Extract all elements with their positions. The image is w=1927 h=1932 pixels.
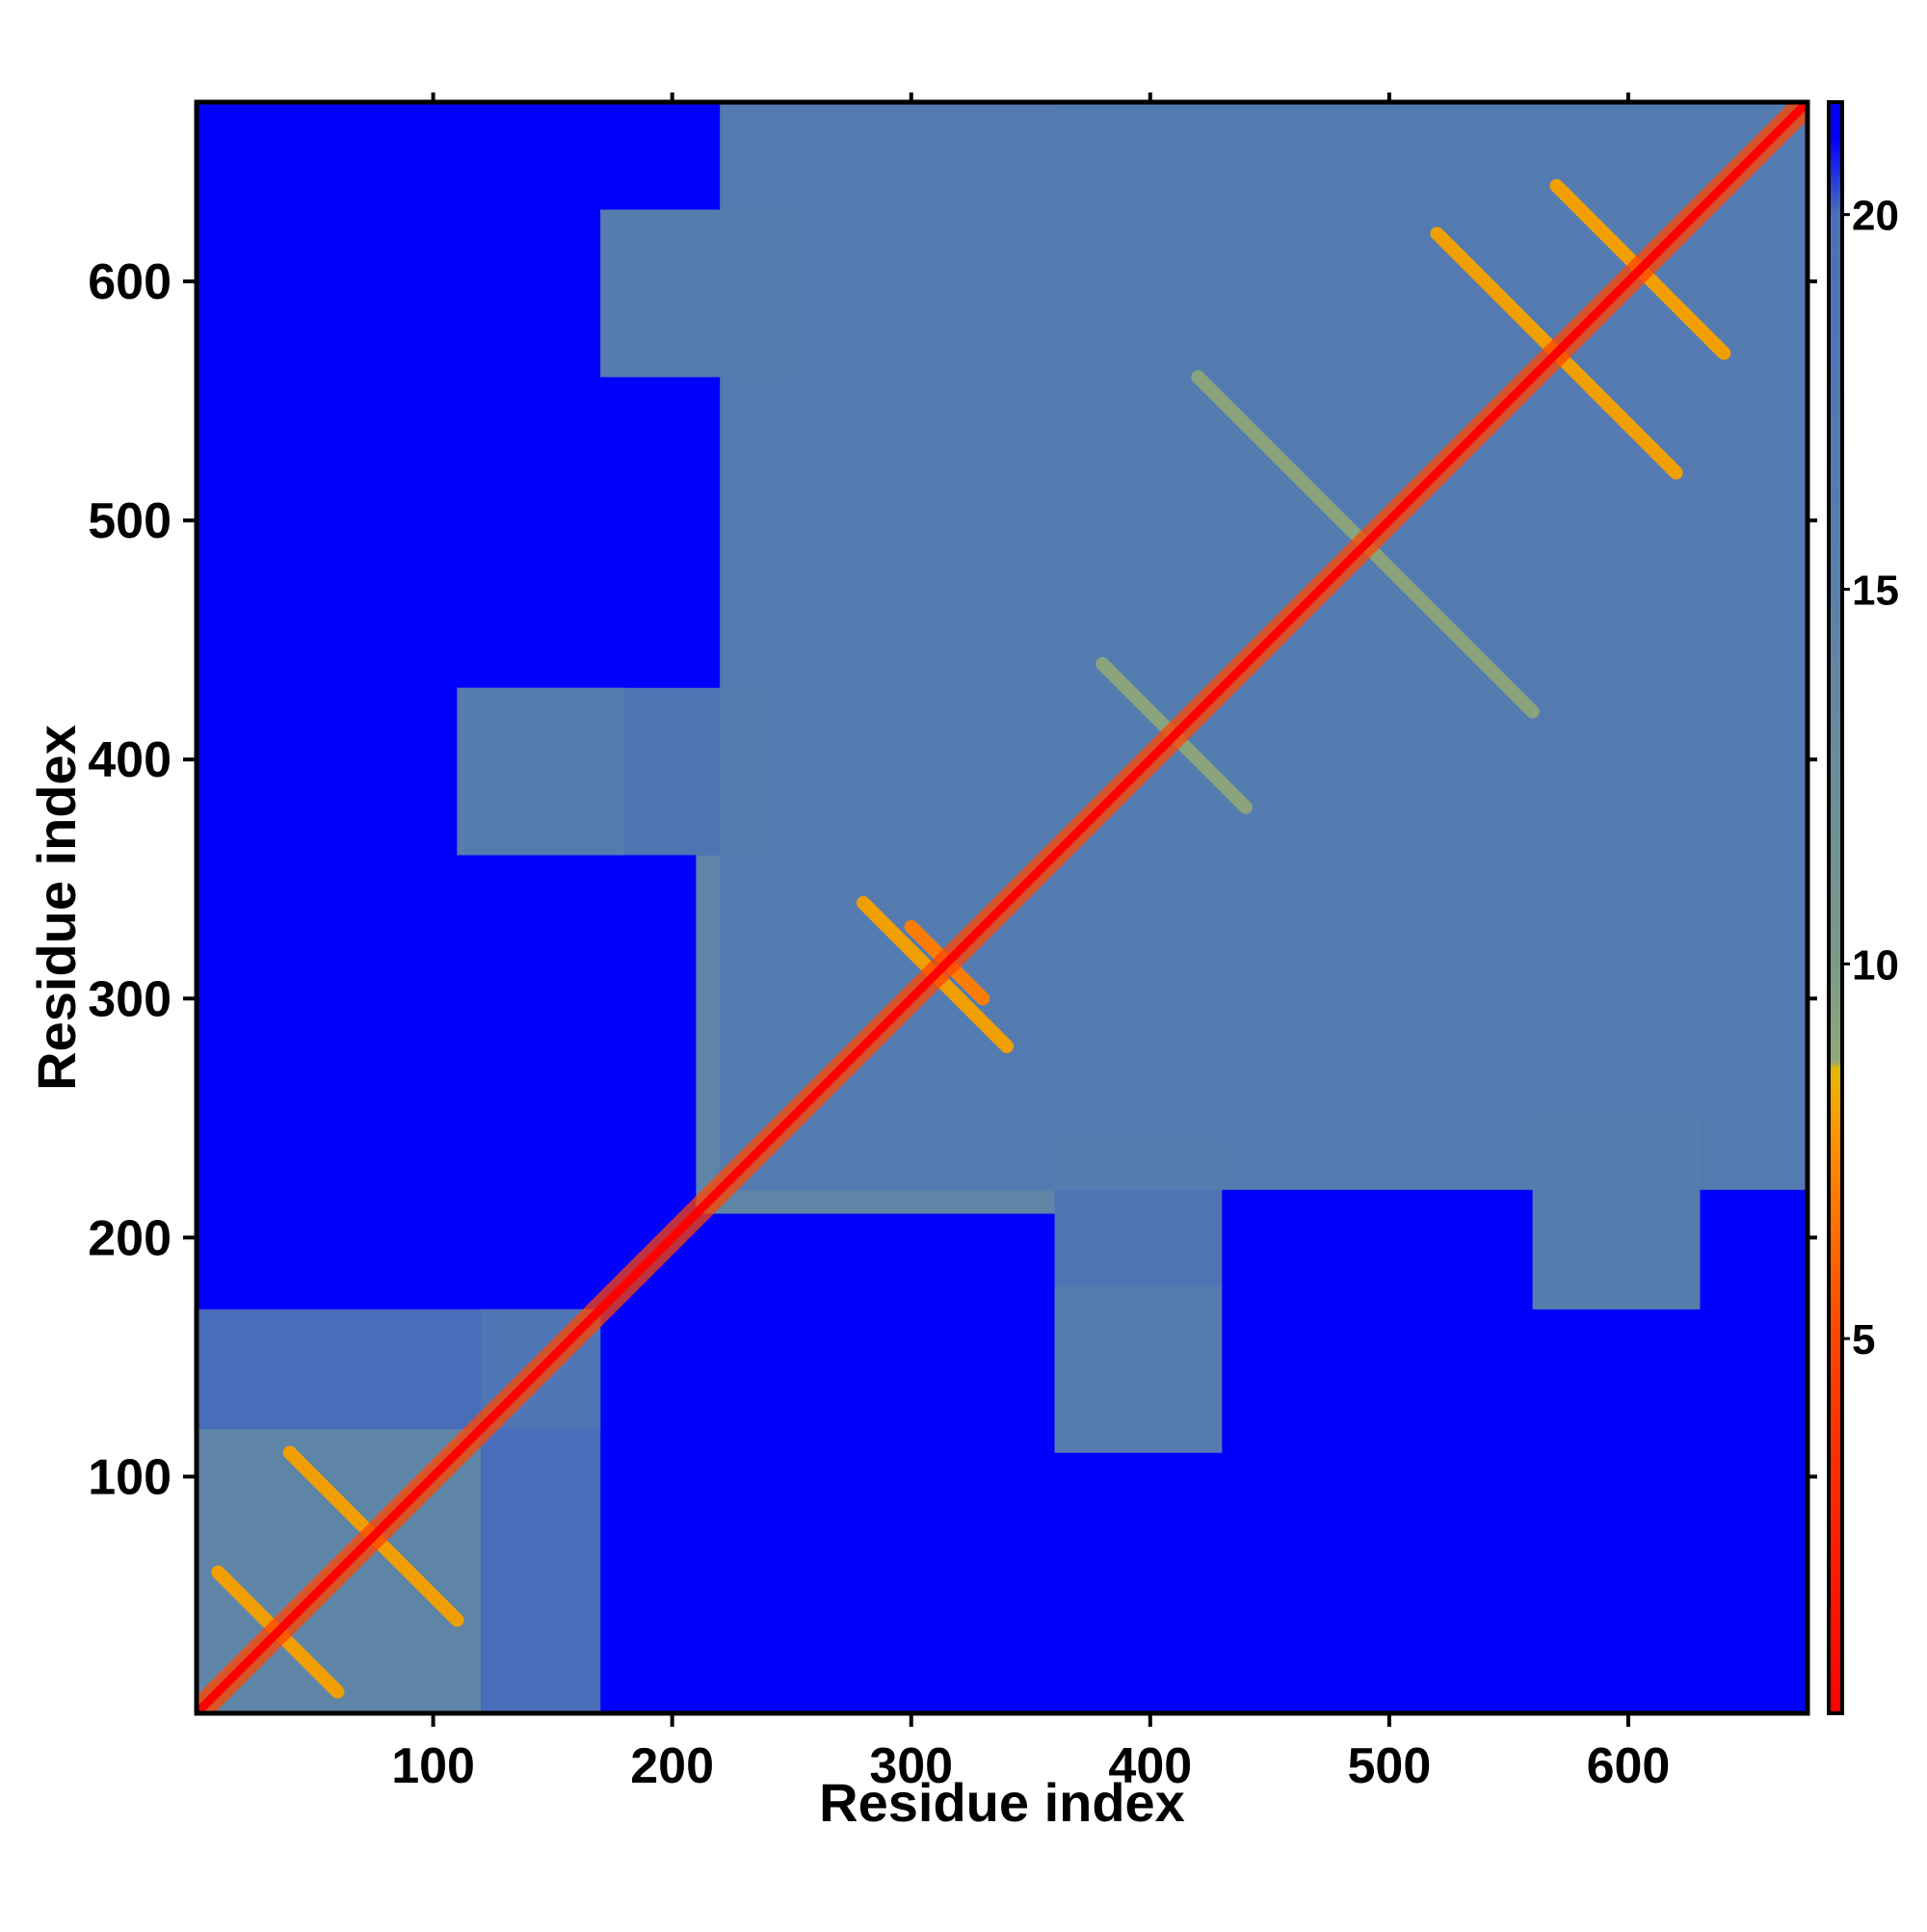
x-axis-title: Residue index	[819, 1772, 1185, 1833]
heatmap-region-cell	[1532, 1118, 1701, 1310]
colorbar-tick-label: 10	[1852, 941, 1899, 989]
y-axis-title: Residue index	[26, 725, 87, 1091]
colorbar-tick-label: 20	[1852, 193, 1899, 240]
colorbar: 5 10 15 20	[1827, 100, 1899, 1715]
heatmap-region-cell	[1054, 1284, 1223, 1453]
x-tick-label: 300	[869, 1738, 953, 1794]
x-tick-label: 200	[630, 1738, 714, 1794]
x-tick-label: 400	[1108, 1738, 1192, 1794]
colorbar-tick-label: 5	[1852, 1316, 1875, 1363]
y-axis: 100 200 300 400 500 600	[88, 254, 1817, 1505]
y-tick-label: 400	[88, 732, 172, 788]
y-tick-label: 500	[88, 493, 172, 549]
y-tick-label: 600	[88, 254, 172, 310]
heatmap-region-cell-mirror	[457, 687, 625, 856]
x-tick-label: 100	[391, 1738, 475, 1794]
colorbar-gradient	[1827, 100, 1844, 1715]
y-tick-label: 200	[88, 1210, 172, 1266]
x-axis: 100 200 300 400 500 600	[391, 93, 1670, 1794]
heatmap-plot-area	[197, 102, 1808, 1713]
colorbar-tick-label: 15	[1852, 567, 1899, 614]
x-tick-label: 600	[1587, 1738, 1671, 1794]
diagonal-line	[197, 102, 1808, 1713]
heatmap-region	[600, 209, 1701, 1310]
heatmap-region	[457, 687, 1223, 1453]
y-tick-label: 100	[88, 1449, 172, 1505]
x-tick-label: 500	[1347, 1738, 1431, 1794]
plot-frame	[194, 99, 1810, 1716]
y-tick-label: 300	[88, 971, 172, 1027]
heatmap-region-cell-mirror	[600, 209, 792, 378]
